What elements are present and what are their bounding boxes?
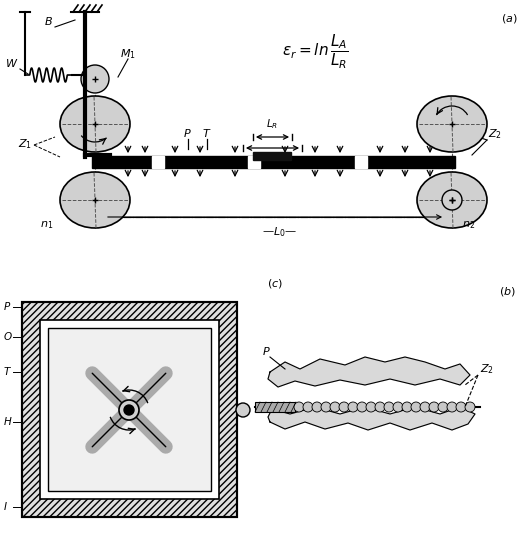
Bar bbox=[22, 302, 237, 517]
Text: $Z_2$: $Z_2$ bbox=[480, 362, 494, 376]
Text: $T$: $T$ bbox=[202, 127, 212, 139]
Circle shape bbox=[321, 402, 331, 412]
Circle shape bbox=[236, 403, 250, 417]
Bar bbox=[255, 402, 295, 412]
Text: $P$: $P$ bbox=[183, 127, 192, 139]
Circle shape bbox=[402, 402, 412, 412]
Text: $\varepsilon_r = ln \, \dfrac{L_A}{L_R}$: $\varepsilon_r = ln \, \dfrac{L_A}{L_R}$ bbox=[282, 33, 348, 71]
Text: T: T bbox=[4, 367, 11, 377]
Text: $P$: $P$ bbox=[262, 345, 271, 357]
Circle shape bbox=[465, 402, 475, 412]
Circle shape bbox=[125, 406, 133, 414]
Text: $W$: $W$ bbox=[5, 57, 19, 69]
Text: $M_1$: $M_1$ bbox=[120, 47, 136, 61]
Circle shape bbox=[447, 402, 457, 412]
Bar bbox=[355, 156, 367, 168]
Circle shape bbox=[411, 402, 421, 412]
Circle shape bbox=[312, 402, 322, 412]
Ellipse shape bbox=[60, 172, 130, 228]
Circle shape bbox=[348, 402, 358, 412]
Circle shape bbox=[442, 190, 462, 210]
Bar bbox=[248, 156, 260, 168]
Text: $L_R$: $L_R$ bbox=[267, 117, 279, 131]
Circle shape bbox=[357, 402, 367, 412]
Circle shape bbox=[303, 402, 313, 412]
Ellipse shape bbox=[60, 96, 130, 152]
Text: $n_2$: $n_2$ bbox=[462, 219, 475, 231]
Text: $(b)$: $(b)$ bbox=[499, 286, 516, 299]
Ellipse shape bbox=[417, 96, 487, 152]
Text: $L_A$: $L_A$ bbox=[267, 153, 279, 167]
Text: P: P bbox=[4, 302, 10, 312]
Circle shape bbox=[438, 402, 448, 412]
Circle shape bbox=[294, 402, 304, 412]
Text: H: H bbox=[4, 417, 12, 427]
Circle shape bbox=[393, 402, 403, 412]
Text: $— L_0 —$: $— L_0 —$ bbox=[262, 225, 297, 239]
Circle shape bbox=[339, 402, 349, 412]
Circle shape bbox=[330, 402, 340, 412]
Circle shape bbox=[384, 402, 394, 412]
Text: $n_1$: $n_1$ bbox=[40, 219, 53, 231]
Circle shape bbox=[119, 400, 139, 420]
Text: $Z_2$: $Z_2$ bbox=[488, 127, 502, 141]
Bar bbox=[22, 302, 237, 517]
Circle shape bbox=[420, 402, 430, 412]
Circle shape bbox=[124, 405, 134, 415]
Text: $Z_1$: $Z_1$ bbox=[18, 137, 32, 151]
Text: $(a)$: $(a)$ bbox=[501, 12, 518, 25]
Bar bbox=[92, 156, 455, 168]
Polygon shape bbox=[268, 357, 470, 387]
Text: $B$: $B$ bbox=[44, 15, 53, 27]
Ellipse shape bbox=[417, 172, 487, 228]
Bar bbox=[48, 328, 211, 491]
Circle shape bbox=[375, 402, 385, 412]
Circle shape bbox=[429, 402, 439, 412]
Text: O: O bbox=[4, 332, 12, 342]
Bar bbox=[253, 152, 291, 160]
Bar bbox=[40, 320, 219, 499]
Text: I: I bbox=[4, 502, 7, 512]
Circle shape bbox=[456, 402, 466, 412]
Text: $(c)$: $(c)$ bbox=[267, 277, 283, 290]
Bar bbox=[152, 156, 164, 168]
Polygon shape bbox=[268, 407, 475, 430]
Circle shape bbox=[81, 65, 109, 93]
Circle shape bbox=[366, 402, 376, 412]
